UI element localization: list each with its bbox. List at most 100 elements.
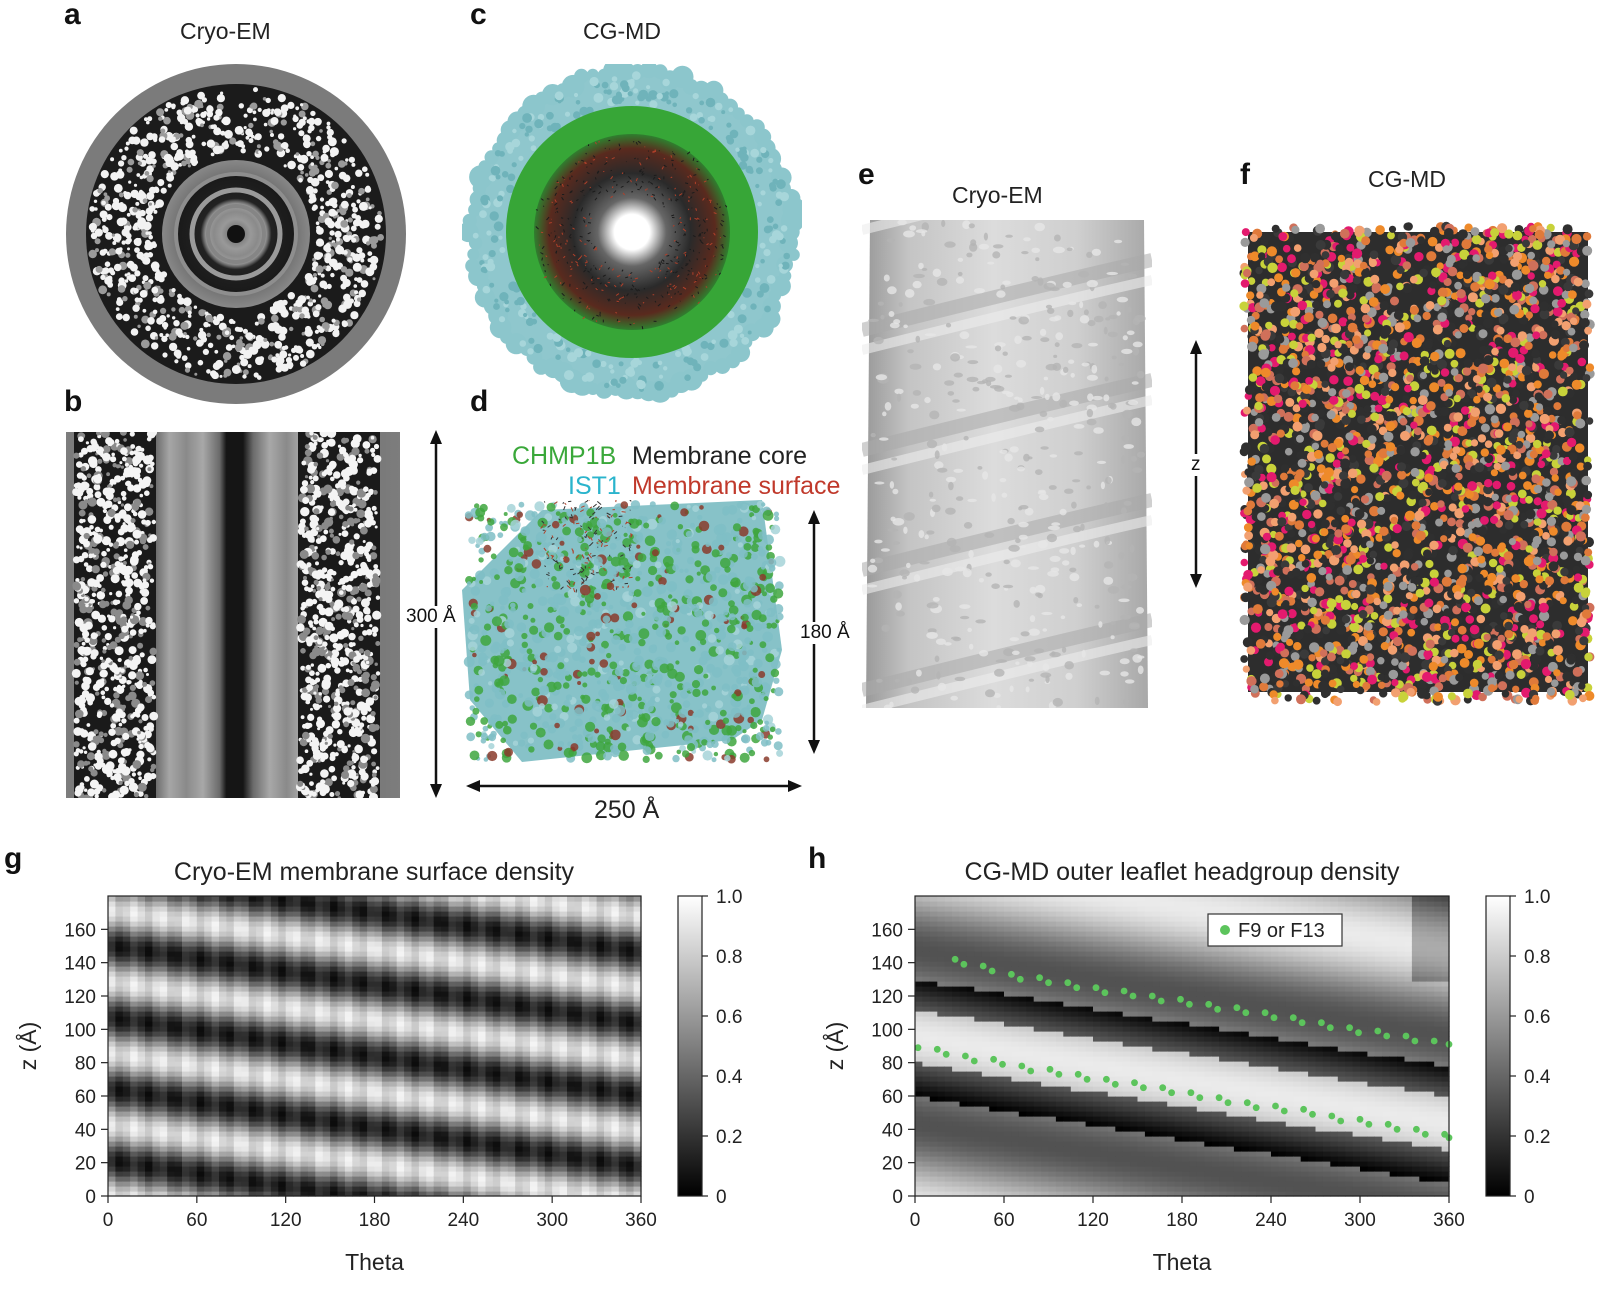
f9-f13-point: [1045, 979, 1052, 987]
x-tick-label: 120: [1077, 1210, 1109, 1231]
x-tick-label: 60: [186, 1210, 207, 1231]
f9-f13-point: [1383, 1032, 1391, 1040]
f9-f13-point: [1205, 1000, 1213, 1008]
f9-f13-point: [1027, 1067, 1035, 1075]
y-tick-label: 120: [871, 987, 903, 1008]
f9-f13-point: [1157, 997, 1165, 1005]
f9-f13-point: [1261, 1009, 1269, 1017]
f9-f13-point: [951, 955, 959, 963]
f9-f13-point: [1337, 1117, 1345, 1125]
y-tick-label: 40: [75, 1120, 96, 1141]
f9-f13-point: [970, 1057, 978, 1065]
x-tick-label: 300: [536, 1210, 568, 1231]
f9-f13-point: [1374, 1027, 1382, 1035]
f9-f13-point: [990, 1055, 997, 1063]
f9-f13-point: [1055, 1070, 1063, 1078]
z-axis-label: z: [1188, 454, 1204, 476]
f9-f13-point: [1168, 1089, 1175, 1097]
f9-f13-point: [1140, 1084, 1147, 1092]
cryo-em-side-view-image: [66, 432, 400, 798]
f9-f13-point: [962, 1052, 969, 1060]
y-tick-label: 80: [882, 1054, 903, 1075]
x-tick-label: 0: [910, 1210, 921, 1231]
heatmap-g: Cryo-EM membrane surface density 0 60 120 1…: [14, 858, 743, 1275]
cg-md-bead-model-image: [1239, 221, 1595, 707]
legend-membrane-surface: Membrane surface: [632, 472, 841, 500]
panel-c-title: CG-MD: [583, 18, 661, 44]
y-tick-label: 100: [871, 1020, 903, 1041]
panel-label-d: d: [470, 385, 489, 418]
f9-f13-point: [1309, 1110, 1316, 1118]
f9-f13-point: [1083, 1075, 1091, 1083]
f9-f13-point: [1187, 1089, 1195, 1097]
f9-f13-point: [1411, 1037, 1419, 1045]
legend-ist1: IST1: [568, 472, 621, 500]
x-tick-label: 360: [625, 1210, 657, 1231]
f9-f13-point: [1224, 1099, 1232, 1107]
f9-f13-point: [914, 1044, 922, 1052]
f9-f13-point: [1318, 1019, 1325, 1027]
x-tick-label: 240: [1255, 1210, 1287, 1231]
f9-f13-point: [1384, 1120, 1392, 1128]
f9-f13-point: [1101, 989, 1109, 997]
colorbar-tick-label: 1.0: [716, 887, 742, 908]
f9-f13-point: [1355, 1029, 1362, 1037]
f9-f13-point: [1148, 992, 1156, 1000]
f9-f13-point: [1393, 1125, 1401, 1133]
f9-f13-point: [942, 1050, 950, 1058]
f9-f13-point: [1252, 1104, 1260, 1112]
colorbar: [677, 895, 703, 1197]
y-tick-label: 140: [871, 954, 903, 975]
scale-arrow-250: [466, 780, 802, 792]
f9-f13-point: [1328, 1112, 1336, 1120]
heatmap-h-legend: F9 or F13: [1207, 913, 1343, 947]
f9-f13-point: [1036, 974, 1043, 982]
y-tick-label: 20: [75, 1154, 96, 1175]
panel-label-e: e: [858, 158, 875, 191]
f9-f13-point: [1272, 1102, 1279, 1110]
f9-f13-point: [933, 1045, 941, 1053]
y-tick-label: 0: [892, 1187, 903, 1208]
x-tick-label: 60: [993, 1210, 1014, 1231]
f9-f13-point: [1074, 1070, 1082, 1078]
f9-f13-point: [960, 960, 968, 968]
f9-f13-point: [1346, 1024, 1353, 1032]
y-tick-label: 120: [64, 987, 96, 1008]
f9-f13-point: [1177, 995, 1184, 1003]
f9-f13-point: [1008, 970, 1015, 978]
x-tick-label: 240: [447, 1210, 479, 1231]
f9-f13-point: [1300, 1105, 1307, 1113]
heatmap-g-title: Cryo-EM membrane surface density: [174, 858, 575, 886]
x-tick-label: 300: [1344, 1210, 1376, 1231]
y-tick-label: 60: [75, 1087, 96, 1108]
panel-label-a: a: [64, 0, 81, 31]
scale-label-300: 300 Å: [404, 606, 458, 628]
x-tick-label: 180: [1166, 1210, 1198, 1231]
f9-f13-point: [1289, 1014, 1297, 1022]
heatmap-h: CG-MD outer leaflet headgroup density 0 6…: [821, 858, 1551, 1275]
panel-label-g: g: [4, 842, 23, 875]
f9-f13-point: [1270, 1014, 1278, 1022]
legend-membrane-core: Membrane core: [632, 442, 808, 470]
colorbar-tick-label: 0.8: [716, 947, 742, 968]
panel-label-b: b: [64, 385, 83, 418]
x-axis-label: Theta: [345, 1249, 404, 1275]
y-axis-label: z (Å): [14, 1022, 41, 1071]
panel-label-c: c: [470, 0, 487, 31]
f9-f13-point: [1430, 1037, 1438, 1045]
y-axis-label: z (Å): [821, 1022, 848, 1071]
f9-f13-point: [1326, 1024, 1334, 1032]
f9-f13-point: [979, 962, 987, 970]
x-tick-label: 360: [1433, 1210, 1465, 1231]
cg-md-cross-section-image: [462, 64, 802, 403]
colorbar-tick-label: 0.4: [716, 1067, 743, 1088]
f9-f13-point: [1092, 984, 1100, 992]
heatmap-h-title: CG-MD outer leaflet headgroup density: [965, 858, 1400, 886]
f9-f13-point: [1243, 1099, 1251, 1107]
f9-f13-point: [1073, 984, 1081, 992]
y-tick-label: 100: [64, 1020, 96, 1041]
y-tick-label: 160: [64, 920, 96, 941]
f9-f13-point: [1196, 1094, 1204, 1102]
panel-f-title: CG-MD: [1368, 166, 1446, 192]
f9-f13-point: [1064, 979, 1072, 987]
